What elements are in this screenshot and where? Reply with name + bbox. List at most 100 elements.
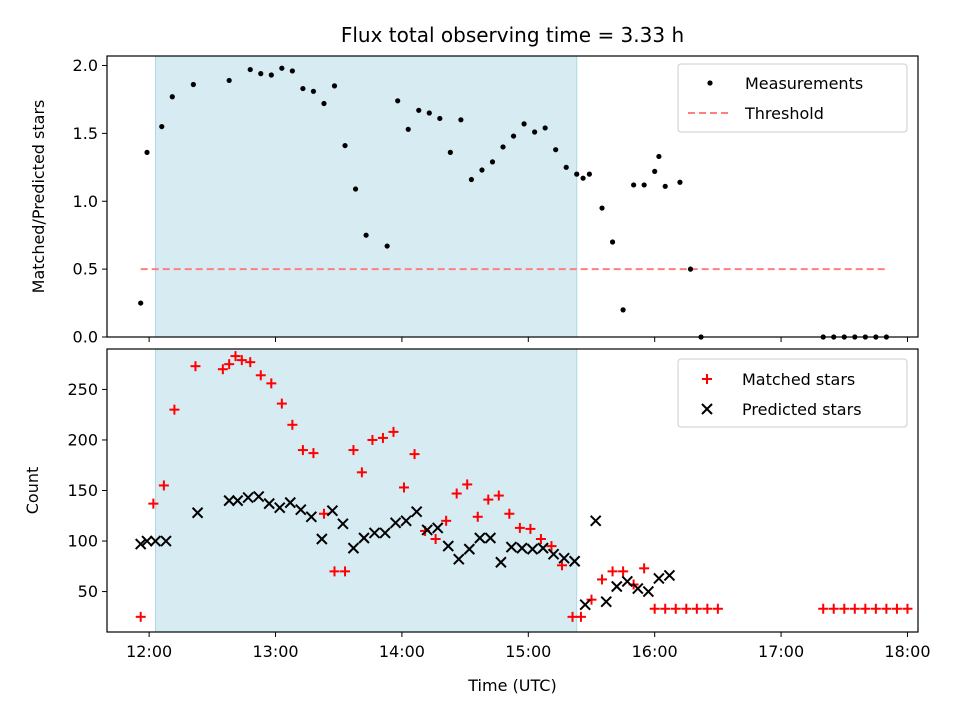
y-tick-label: 100 bbox=[67, 532, 98, 551]
predicted-star-point-b bbox=[379, 527, 391, 539]
y-tick-label: 200 bbox=[67, 430, 98, 449]
measurement-point bbox=[144, 149, 150, 155]
legend-measurements-marker bbox=[707, 80, 713, 86]
predicted-star-point bbox=[537, 542, 549, 554]
predicted-star-point-b bbox=[421, 524, 433, 536]
bottom-series-marks bbox=[134, 351, 913, 622]
predicted-star-point-b bbox=[663, 569, 676, 582]
predicted-star-point-b bbox=[295, 503, 307, 516]
top-y-axis-label: Matched/Predicted stars bbox=[29, 100, 48, 294]
predicted-star-point bbox=[284, 496, 296, 509]
measurement-point bbox=[321, 100, 327, 107]
predicted-star-point bbox=[663, 569, 676, 582]
matched-star-point bbox=[618, 566, 629, 577]
predicted-star-point-b bbox=[495, 556, 507, 568]
measurement-point bbox=[226, 77, 232, 84]
measurement-point bbox=[542, 125, 548, 131]
matched-star-point bbox=[399, 482, 410, 493]
measurement-point bbox=[169, 94, 175, 100]
predicted-star-point-b bbox=[274, 501, 286, 514]
measurement-point bbox=[190, 81, 196, 88]
predicted-star-point-b bbox=[611, 580, 623, 593]
predicted-star-point-b bbox=[263, 497, 275, 510]
matched-star-point bbox=[818, 603, 829, 614]
measurement-point bbox=[652, 168, 658, 174]
predicted-star-point-b bbox=[347, 542, 360, 554]
matched-star-point bbox=[712, 603, 723, 614]
matched-star-point bbox=[557, 560, 568, 571]
predicted-star-point bbox=[379, 527, 391, 539]
measurement-point bbox=[609, 239, 616, 245]
matched-star-point bbox=[348, 445, 359, 456]
predicted-star-point-b bbox=[642, 585, 655, 598]
predicted-star-point bbox=[274, 501, 286, 514]
matched-star-point bbox=[158, 480, 169, 491]
x-tick-label: 13:00 bbox=[252, 642, 298, 661]
predicted-star-point-b bbox=[305, 511, 318, 523]
measurement-point bbox=[352, 186, 359, 192]
top-plot-frame bbox=[106, 55, 919, 338]
measurement-point bbox=[416, 107, 422, 113]
matched-star-point bbox=[441, 515, 452, 526]
matched-star-point bbox=[318, 508, 329, 519]
predicted-star-point-b bbox=[547, 548, 560, 560]
measurement-point bbox=[631, 182, 637, 188]
bottom-highlight-span bbox=[155, 349, 577, 632]
predicted-star-point-b bbox=[474, 532, 486, 544]
predicted-star-point-b bbox=[453, 553, 465, 565]
matched-star-point bbox=[245, 357, 256, 368]
measurement-point bbox=[687, 266, 694, 272]
matched-star-point bbox=[546, 541, 557, 552]
measurement-point bbox=[447, 149, 453, 155]
predicted-star-point bbox=[632, 582, 644, 595]
predicted-star-point-b bbox=[410, 506, 423, 518]
predicted-star-point bbox=[516, 542, 528, 554]
predicted-star-point bbox=[141, 535, 153, 547]
matched-star-point bbox=[377, 432, 388, 443]
top-legend-box bbox=[677, 63, 908, 133]
matched-star-point bbox=[255, 370, 266, 381]
predicted-star-point bbox=[432, 522, 444, 534]
predicted-star-point bbox=[252, 490, 265, 503]
measurement-point bbox=[310, 88, 317, 94]
bottom-y-ticks: 50 100 150 200 250 bbox=[67, 380, 107, 601]
matched-star-point bbox=[597, 574, 608, 585]
matched-star-point bbox=[451, 488, 462, 499]
matched-star-point bbox=[575, 611, 586, 622]
matched-star-point bbox=[230, 351, 241, 362]
predicted-star-point bbox=[621, 575, 634, 588]
y-tick-label: 2.0 bbox=[73, 56, 98, 75]
matched-star-point bbox=[224, 359, 235, 370]
measurement-point bbox=[521, 121, 527, 127]
top-panel: 0.0 0.5 1.0 1.5 2.0 Flux total observing tim… bbox=[29, 23, 919, 347]
measurement-point bbox=[247, 66, 253, 73]
matched-star-point bbox=[681, 603, 692, 614]
measurement-point bbox=[258, 71, 264, 77]
measurement-point bbox=[279, 65, 285, 71]
matched-star-point bbox=[472, 511, 483, 522]
matched-star-point bbox=[388, 426, 399, 437]
predicted-star-point-b bbox=[191, 507, 204, 519]
predicted-star-point bbox=[337, 518, 349, 530]
matched-star-point bbox=[586, 594, 597, 605]
matched-star-point bbox=[308, 448, 319, 459]
y-tick-label: 150 bbox=[67, 481, 98, 500]
predicted-star-point-b bbox=[526, 543, 539, 555]
predicted-star-point-b bbox=[579, 599, 591, 611]
bottom-plot-frame bbox=[106, 348, 919, 633]
measurement-point bbox=[468, 176, 475, 183]
predicted-star-point-b bbox=[223, 494, 235, 507]
bottom-y-axis-label: Count bbox=[23, 467, 42, 515]
matched-star-point bbox=[660, 603, 671, 614]
matched-star-point bbox=[276, 398, 287, 409]
predicted-star-point bbox=[400, 515, 412, 527]
predicted-star-point-b bbox=[463, 543, 476, 555]
matched-star-point bbox=[504, 508, 515, 519]
predicted-star-point-b bbox=[326, 505, 339, 517]
predicted-star-point-b bbox=[516, 542, 528, 554]
predicted-star-point bbox=[547, 548, 560, 560]
predicted-star-point bbox=[653, 572, 665, 585]
matched-star-point bbox=[356, 467, 367, 478]
predicted-star-point bbox=[611, 580, 623, 593]
